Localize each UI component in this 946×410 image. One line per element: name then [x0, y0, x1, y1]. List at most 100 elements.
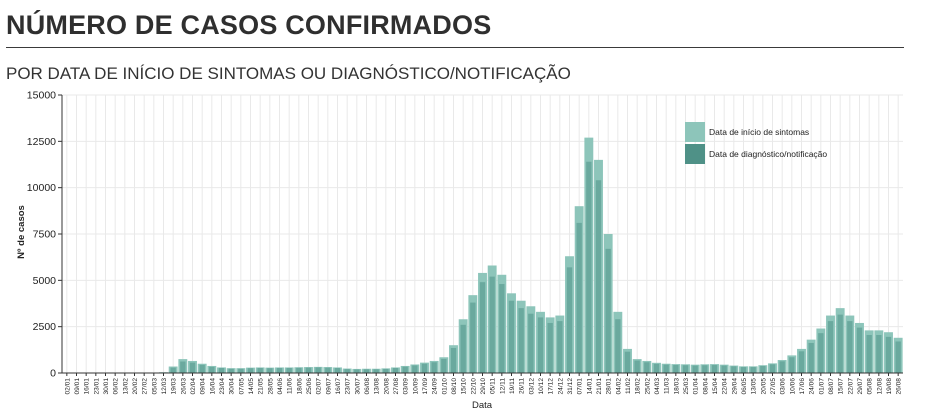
x-tick-label: 14/01 — [586, 378, 593, 395]
bar-diagnostico-notificacao — [605, 248, 611, 373]
bar-diagnostico-notificacao — [615, 319, 621, 373]
chart-grid — [62, 94, 903, 374]
x-tick-label: 30/01 — [103, 378, 110, 395]
x-tick-label: 05/08 — [867, 378, 874, 395]
y-tick-label: 5000 — [33, 275, 57, 287]
x-tick-label: 26/11 — [519, 378, 526, 394]
x-tick-label: 09/07 — [325, 378, 332, 395]
x-tick-label: 03/12 — [528, 378, 535, 395]
bar-diagnostico-notificacao — [460, 324, 466, 373]
x-tick-label: 17/06 — [799, 378, 806, 395]
x-tick-label: 03/06 — [780, 378, 787, 395]
x-tick-label: 22/07 — [847, 378, 854, 395]
x-tick-label: 08/07 — [828, 378, 835, 395]
bar-diagnostico-notificacao — [673, 365, 679, 373]
legend-swatch — [685, 144, 705, 164]
legend-label: Data de início de sintomas — [709, 127, 809, 137]
bar-diagnostico-notificacao — [373, 369, 379, 373]
bar-diagnostico-notificacao — [653, 363, 660, 373]
x-tick-label: 20/02 — [132, 378, 139, 395]
x-tick-label: 07/05 — [238, 378, 245, 395]
x-tick-label: 10/12 — [538, 378, 545, 395]
x-tick-label: 13/08 — [374, 378, 381, 395]
bar-diagnostico-notificacao — [682, 365, 689, 373]
x-tick-label: 18/06 — [296, 378, 303, 395]
bar-diagnostico-notificacao — [566, 267, 573, 373]
x-tick-label: 04/02 — [615, 378, 622, 395]
x-tick-label: 14/05 — [248, 378, 255, 395]
bar-diagnostico-notificacao — [238, 368, 244, 373]
x-tick-label: 15/04 — [712, 378, 719, 395]
bar-diagnostico-notificacao — [586, 161, 592, 373]
x-tick-label: 20/08 — [383, 378, 390, 395]
x-tick-label: 22/10 — [470, 378, 477, 395]
x-tick-label: 24/06 — [809, 378, 816, 395]
bar-diagnostico-notificacao — [789, 357, 795, 373]
bar-diagnostico-notificacao — [866, 335, 872, 373]
bar-diagnostico-notificacao — [228, 368, 234, 373]
x-tick-label: 13/05 — [751, 378, 758, 395]
bar-diagnostico-notificacao — [837, 314, 843, 373]
x-tick-label: 26/03 — [180, 378, 187, 395]
bar-diagnostico-notificacao — [595, 180, 602, 373]
x-tick-label: 26/08 — [896, 378, 903, 395]
x-tick-label: 25/02 — [644, 378, 651, 395]
bar-diagnostico-notificacao — [827, 321, 834, 373]
x-tick-label: 24/12 — [557, 378, 564, 395]
x-tick-label: 05/11 — [490, 378, 497, 394]
bar-diagnostico-notificacao — [885, 336, 892, 373]
bar-diagnostico-notificacao — [576, 222, 582, 373]
x-tick-label: 23/07 — [345, 378, 352, 395]
bar-diagnostico-notificacao — [276, 367, 283, 373]
x-tick-label: 30/04 — [229, 378, 236, 395]
bar-diagnostico-notificacao — [344, 369, 350, 373]
x-tick-label: 03/09 — [403, 378, 410, 395]
y-tick-label: 15000 — [27, 90, 56, 102]
x-tick-label: 04/03 — [654, 378, 661, 395]
x-tick-label: 12/08 — [876, 378, 883, 395]
x-tick-label: 01/04 — [693, 378, 700, 395]
bar-diagnostico-notificacao — [180, 361, 186, 373]
bar-diagnostico-notificacao — [528, 313, 534, 373]
x-tick-label: 05/03 — [151, 378, 158, 395]
bar-diagnostico-notificacao — [315, 367, 321, 373]
x-tick-label: 06/02 — [113, 378, 120, 395]
legend-swatch — [685, 122, 705, 142]
x-tick-label: 27/02 — [142, 378, 149, 395]
bar-diagnostico-notificacao — [325, 367, 331, 373]
x-tick-label: 24/09 — [432, 378, 439, 395]
bar-diagnostico-notificacao — [856, 327, 863, 373]
x-tick-label: 12/11 — [499, 378, 506, 394]
bar-diagnostico-notificacao — [818, 333, 824, 373]
x-tick-label: 28/05 — [267, 378, 274, 395]
bar-diagnostico-notificacao — [876, 335, 882, 373]
x-tick-label: 29/04 — [731, 378, 738, 395]
bar-diagnostico-notificacao — [692, 365, 698, 373]
chart-legend: Data de início de sintomas Data de diagnó… — [685, 122, 827, 164]
bar-diagnostico-notificacao — [218, 367, 225, 373]
x-tick-label: 11/02 — [625, 378, 632, 394]
bar-diagnostico-notificacao — [247, 368, 254, 373]
x-tick-label: 17/12 — [548, 378, 555, 395]
page-title: NÚMERO DE CASOS CONFIRMADOS — [6, 10, 492, 40]
x-tick-label: 31/12 — [567, 378, 574, 395]
x-tick-label: 04/06 — [277, 378, 284, 395]
y-tick-label: 10000 — [27, 182, 56, 194]
bar-diagnostico-notificacao — [644, 362, 650, 373]
chart-bars — [159, 137, 903, 373]
title-divider — [6, 47, 904, 48]
bar-diagnostico-notificacao — [431, 362, 437, 373]
x-tick-label: 07/01 — [577, 378, 584, 395]
bar-diagnostico-notificacao — [750, 367, 756, 373]
x-tick-label: 25/03 — [683, 378, 690, 395]
bar-diagnostico-notificacao — [257, 367, 263, 373]
bar-diagnostico-notificacao — [286, 367, 292, 373]
bar-diagnostico-notificacao — [508, 300, 515, 373]
bar-diagnostico-notificacao — [267, 368, 273, 373]
x-tick-label: 10/06 — [789, 378, 796, 395]
x-axis-title: Data — [472, 400, 493, 410]
bar-diagnostico-notificacao — [450, 347, 457, 373]
x-tick-label: 21/05 — [258, 378, 265, 395]
bar-diagnostico-notificacao — [798, 351, 805, 373]
x-tick-label: 18/03 — [673, 378, 680, 395]
